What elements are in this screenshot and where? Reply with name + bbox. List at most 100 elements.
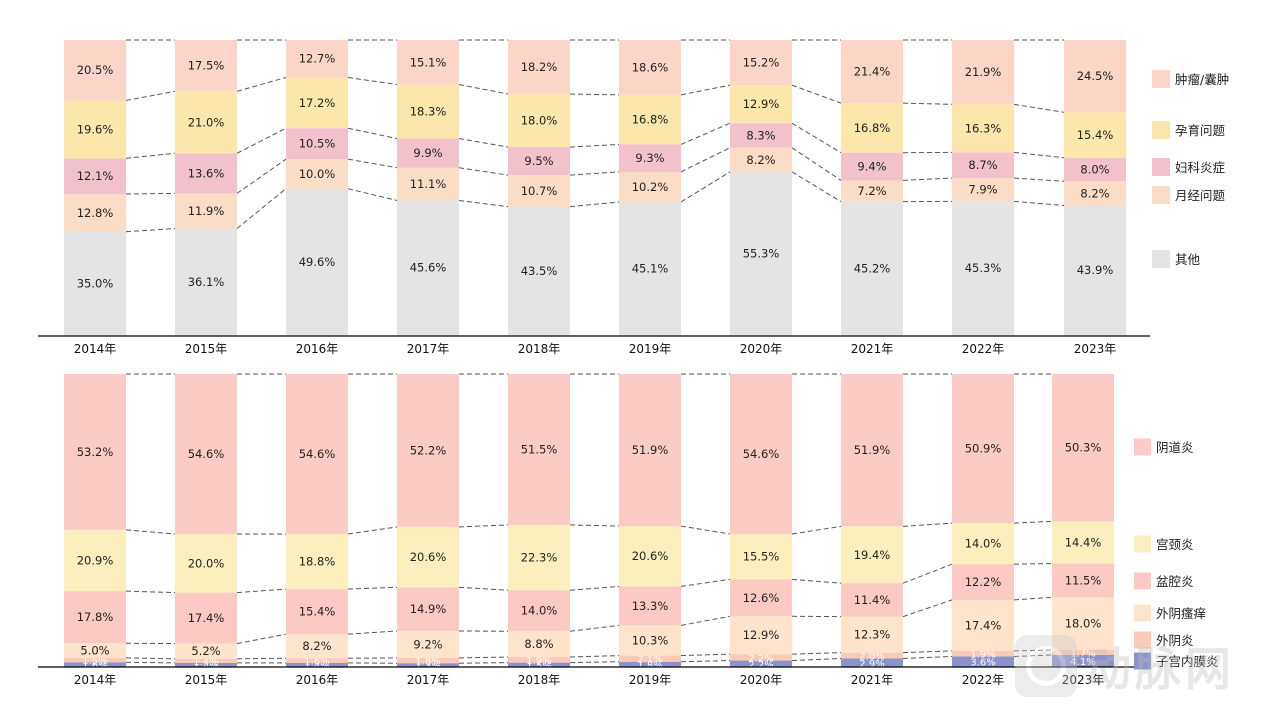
- watermark-text: 动脉网: [1085, 633, 1235, 699]
- x-tick-label: 2014年: [74, 342, 117, 356]
- connector-line: [126, 662, 175, 663]
- connector-line: [903, 564, 952, 583]
- connector-line: [903, 103, 952, 104]
- connector-line: [459, 139, 508, 148]
- data-label: 7.2%: [857, 184, 886, 198]
- data-label: 51.5%: [521, 442, 558, 456]
- data-label: 51.9%: [632, 443, 669, 457]
- connector-line: [1014, 521, 1052, 523]
- data-label: 17.4%: [965, 618, 1002, 632]
- data-label: 14.0%: [521, 604, 558, 618]
- data-label: 11.1%: [410, 177, 447, 191]
- data-label: 55.3%: [743, 246, 780, 260]
- connector-line: [792, 579, 841, 583]
- data-label: 10.0%: [299, 167, 336, 181]
- data-label: 15.2%: [743, 56, 780, 70]
- data-label: 13.3%: [632, 599, 669, 613]
- x-tick-label: 2018年: [518, 342, 561, 356]
- connector-line: [348, 159, 397, 168]
- data-label: 17.2%: [299, 96, 336, 110]
- connector-line: [459, 657, 508, 658]
- watermark-logo-icon: [1015, 635, 1077, 697]
- x-tick-label: 2021年: [851, 342, 894, 356]
- data-label: 12.3%: [854, 628, 891, 642]
- data-label: 52.2%: [410, 443, 447, 457]
- x-tick-label: 2019年: [629, 673, 672, 687]
- legend-swatch: [1152, 250, 1170, 268]
- data-label: 21.4%: [854, 65, 891, 79]
- data-label: 11.9%: [188, 204, 225, 218]
- connector-line: [348, 631, 397, 634]
- connector-line: [681, 654, 730, 655]
- data-label: 1.9%: [970, 650, 995, 661]
- connector-line: [237, 189, 286, 229]
- data-label: 15.4%: [299, 605, 336, 619]
- data-label: 13.6%: [188, 166, 225, 180]
- connector-line: [126, 229, 175, 232]
- x-tick-label: 2022年: [962, 673, 1005, 687]
- connector-line: [681, 148, 730, 172]
- connector-line: [570, 625, 619, 631]
- data-label: 36.1%: [188, 275, 225, 289]
- x-tick-label: 2023年: [1074, 342, 1117, 356]
- connector-line: [237, 77, 286, 91]
- data-label: 50.9%: [965, 442, 1002, 456]
- connector-line: [1014, 201, 1064, 205]
- connector-line: [792, 148, 841, 181]
- x-tick-label: 2014年: [74, 673, 117, 687]
- x-tick-label: 2021年: [851, 673, 894, 687]
- data-label: 9.4%: [857, 160, 886, 174]
- connector-line: [1014, 104, 1064, 112]
- data-label: 9.9%: [413, 146, 442, 160]
- legend-label: 月经问题: [1175, 188, 1226, 203]
- x-tick-label: 2015年: [185, 342, 228, 356]
- connector-line: [570, 172, 619, 175]
- data-label: 19.4%: [854, 548, 891, 562]
- x-tick-label: 2017年: [407, 342, 450, 356]
- connector-line: [792, 123, 841, 153]
- data-label: 5.2%: [191, 644, 220, 658]
- connector-line: [903, 656, 952, 658]
- data-label: 20.6%: [632, 549, 669, 563]
- data-label: 8.2%: [302, 639, 331, 653]
- data-label: 15.4%: [1077, 128, 1114, 142]
- data-label: 14.9%: [410, 602, 447, 616]
- data-label: 10.7%: [521, 184, 558, 198]
- data-label: 54.6%: [188, 447, 225, 461]
- data-label: 20.0%: [188, 556, 225, 570]
- data-label: 2.0%: [859, 652, 884, 663]
- data-label: 43.5%: [521, 264, 558, 278]
- data-label: 45.1%: [632, 261, 669, 275]
- data-label: 22.3%: [521, 551, 558, 565]
- watermark: 动脉网: [1015, 628, 1270, 704]
- chart-panel-1: 35.0%12.8%12.1%19.6%20.5%36.1%11.9%13.6%…: [38, 40, 1229, 356]
- connector-line: [348, 189, 397, 201]
- data-label: 2.1%: [637, 655, 662, 666]
- connector-line: [570, 586, 619, 590]
- legend-label: 外阴瘙痒: [1156, 606, 1206, 621]
- connector-line: [126, 193, 175, 194]
- x-tick-label: 2017年: [407, 673, 450, 687]
- legend-swatch: [1134, 439, 1151, 456]
- legend-swatch: [1152, 121, 1170, 139]
- data-label: 11.4%: [854, 593, 891, 607]
- data-label: 9.5%: [524, 154, 553, 168]
- connector-line: [237, 589, 286, 593]
- legend-label: 肿瘤/囊肿: [1175, 72, 1229, 87]
- connector-line: [237, 128, 286, 153]
- x-tick-label: 2020年: [740, 342, 783, 356]
- data-label: 9.2%: [413, 637, 442, 651]
- data-label: 12.2%: [965, 575, 1002, 589]
- connector-line: [1014, 597, 1052, 600]
- connector-line: [1014, 152, 1064, 157]
- connector-line: [570, 144, 619, 147]
- x-tick-label: 2022年: [962, 342, 1005, 356]
- data-label: 24.5%: [1077, 69, 1114, 83]
- connector-line: [681, 172, 730, 202]
- connector-line: [459, 525, 508, 527]
- data-label: 1.8%: [415, 657, 440, 668]
- connector-line: [126, 530, 175, 534]
- data-label: 18.2%: [521, 60, 558, 74]
- data-label: 15.5%: [743, 550, 780, 564]
- legend-label: 妇科炎症: [1175, 160, 1225, 175]
